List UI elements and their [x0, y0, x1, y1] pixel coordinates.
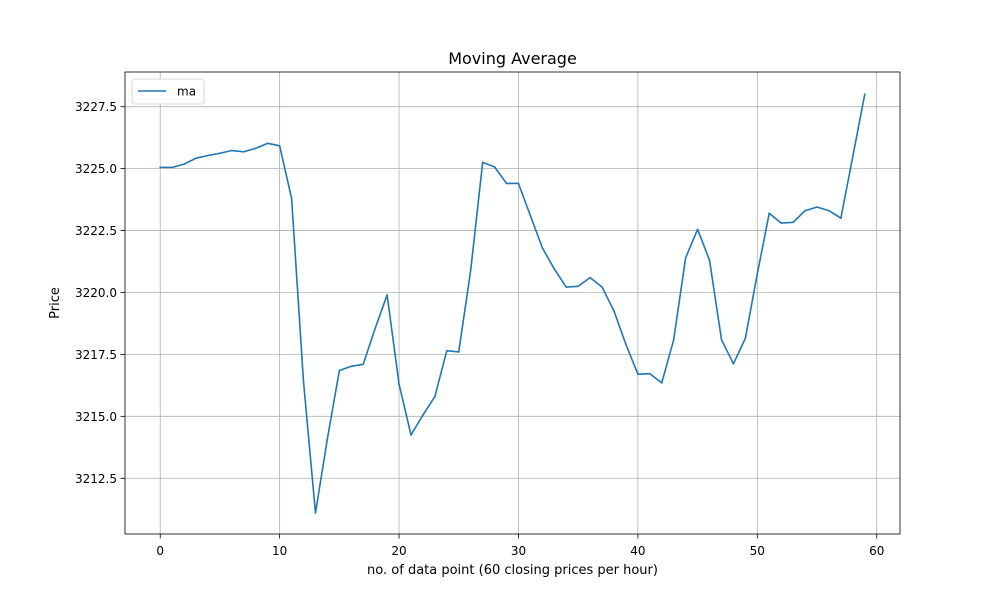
data-point: [672, 338, 675, 341]
data-point: [696, 228, 699, 231]
legend: ma: [131, 78, 205, 105]
data-point: [804, 209, 806, 212]
y-tick-label: 3220.0: [75, 286, 117, 300]
data-point: [565, 286, 568, 288]
data-point: [457, 351, 460, 353]
data-point: [732, 363, 735, 365]
legend-label: ma: [177, 85, 196, 99]
plot-area-frame: [124, 71, 901, 535]
data-point: [744, 337, 747, 340]
series-layer: [159, 93, 866, 514]
data-point: [684, 256, 687, 259]
y-tick-label: 3225.0: [75, 162, 117, 176]
data-point: [541, 247, 544, 249]
data-point: [720, 338, 723, 341]
data-point: [708, 259, 711, 262]
data-point: [792, 221, 794, 224]
data-point: [326, 437, 329, 440]
y-tick-label: 3227.5: [75, 100, 117, 114]
data-point: [350, 365, 353, 368]
data-point: [171, 166, 173, 169]
data-point: [266, 142, 269, 145]
series-line-ma: [159, 93, 866, 514]
data-point: [613, 310, 615, 312]
legend-box: [131, 78, 205, 105]
grid-lines: [125, 72, 900, 534]
data-point: [374, 327, 376, 330]
data-point: [290, 197, 293, 200]
data-point: [601, 286, 603, 288]
x-axis-label: no. of data point (60 closing prices per…: [367, 563, 658, 578]
data-point: [529, 214, 532, 217]
data-point: [816, 206, 818, 208]
data-point: [780, 222, 782, 224]
data-point: [434, 395, 436, 398]
data-point: [338, 369, 341, 372]
data-point: [577, 285, 579, 288]
x-tick-label: 60: [869, 544, 884, 558]
x-tick-label: 50: [750, 544, 765, 558]
x-tick-label: 10: [272, 544, 287, 558]
data-point: [517, 182, 520, 185]
data-point: [625, 343, 627, 346]
x-tick-label: 40: [630, 544, 645, 558]
x-tick-label: 20: [391, 544, 406, 558]
data-point: [219, 152, 221, 155]
data-point: [159, 166, 162, 169]
y-tick-label: 3217.5: [75, 348, 117, 362]
y-tick-label: 3222.5: [75, 224, 117, 238]
data-point: [398, 383, 400, 385]
data-point: [649, 372, 651, 375]
chart-title: Moving Average: [448, 49, 577, 68]
data-point: [589, 276, 591, 279]
data-point: [852, 155, 854, 158]
data-point: [768, 212, 771, 214]
data-point: [828, 209, 830, 212]
data-point: [637, 373, 639, 376]
data-point: [840, 217, 842, 219]
data-point: [243, 150, 245, 153]
data-point: [410, 434, 412, 436]
data-point: [553, 268, 556, 270]
data-point: [660, 382, 663, 384]
data-point: [302, 380, 305, 383]
data-point: [505, 182, 508, 185]
y-tick-label: 3215.0: [75, 410, 117, 424]
y-axis-label: Price: [48, 287, 63, 319]
axis-ticks: 0 10 20 30 40 50 60 3212.5 3215.0 3217.5 3220.0 322…: [75, 100, 884, 558]
data-point: [254, 147, 257, 150]
data-point: [207, 154, 209, 157]
data-point: [493, 166, 496, 168]
data-point: [314, 512, 317, 514]
data-point: [481, 161, 484, 164]
data-point: [469, 269, 472, 271]
data-point: [278, 145, 281, 147]
data-point: [756, 273, 759, 275]
data-point: [863, 93, 866, 96]
data-point: [386, 294, 388, 296]
data-point: [195, 157, 197, 160]
x-tick-label: 30: [511, 544, 526, 558]
data-point: [446, 349, 448, 352]
data-point: [183, 163, 185, 165]
data-point: [362, 363, 365, 366]
y-tick-label: 3212.5: [75, 472, 117, 486]
data-point: [422, 414, 424, 416]
x-tick-label: 0: [156, 544, 164, 558]
data-point: [231, 149, 233, 152]
